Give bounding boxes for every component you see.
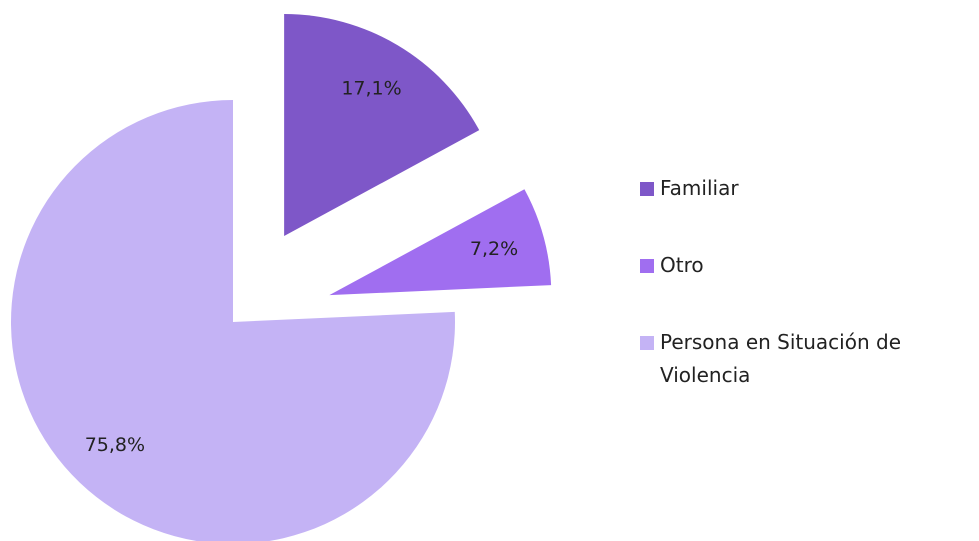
data-label: 7,2% bbox=[470, 238, 518, 260]
legend-swatch bbox=[640, 182, 654, 196]
data-label: 17,1% bbox=[341, 78, 401, 100]
legend: Familiar Otro Persona en Situación de Viol… bbox=[640, 172, 975, 436]
chart: 17,1% 7,2% 75,8% bbox=[11, 14, 552, 541]
legend-label: Otro bbox=[660, 253, 704, 277]
pie-slice bbox=[11, 100, 455, 541]
legend-item: Otro bbox=[640, 249, 975, 282]
legend-item: Familiar bbox=[640, 172, 975, 205]
legend-swatch bbox=[640, 259, 654, 273]
data-label: 75,8% bbox=[85, 434, 145, 456]
legend-swatch bbox=[640, 336, 654, 350]
pie-slice bbox=[284, 14, 480, 237]
legend-label: Persona en Situación de Violencia bbox=[660, 330, 902, 387]
legend-item: Persona en Situación de Violencia bbox=[640, 326, 975, 392]
pie-slice bbox=[329, 189, 552, 296]
legend-label: Familiar bbox=[660, 176, 739, 200]
